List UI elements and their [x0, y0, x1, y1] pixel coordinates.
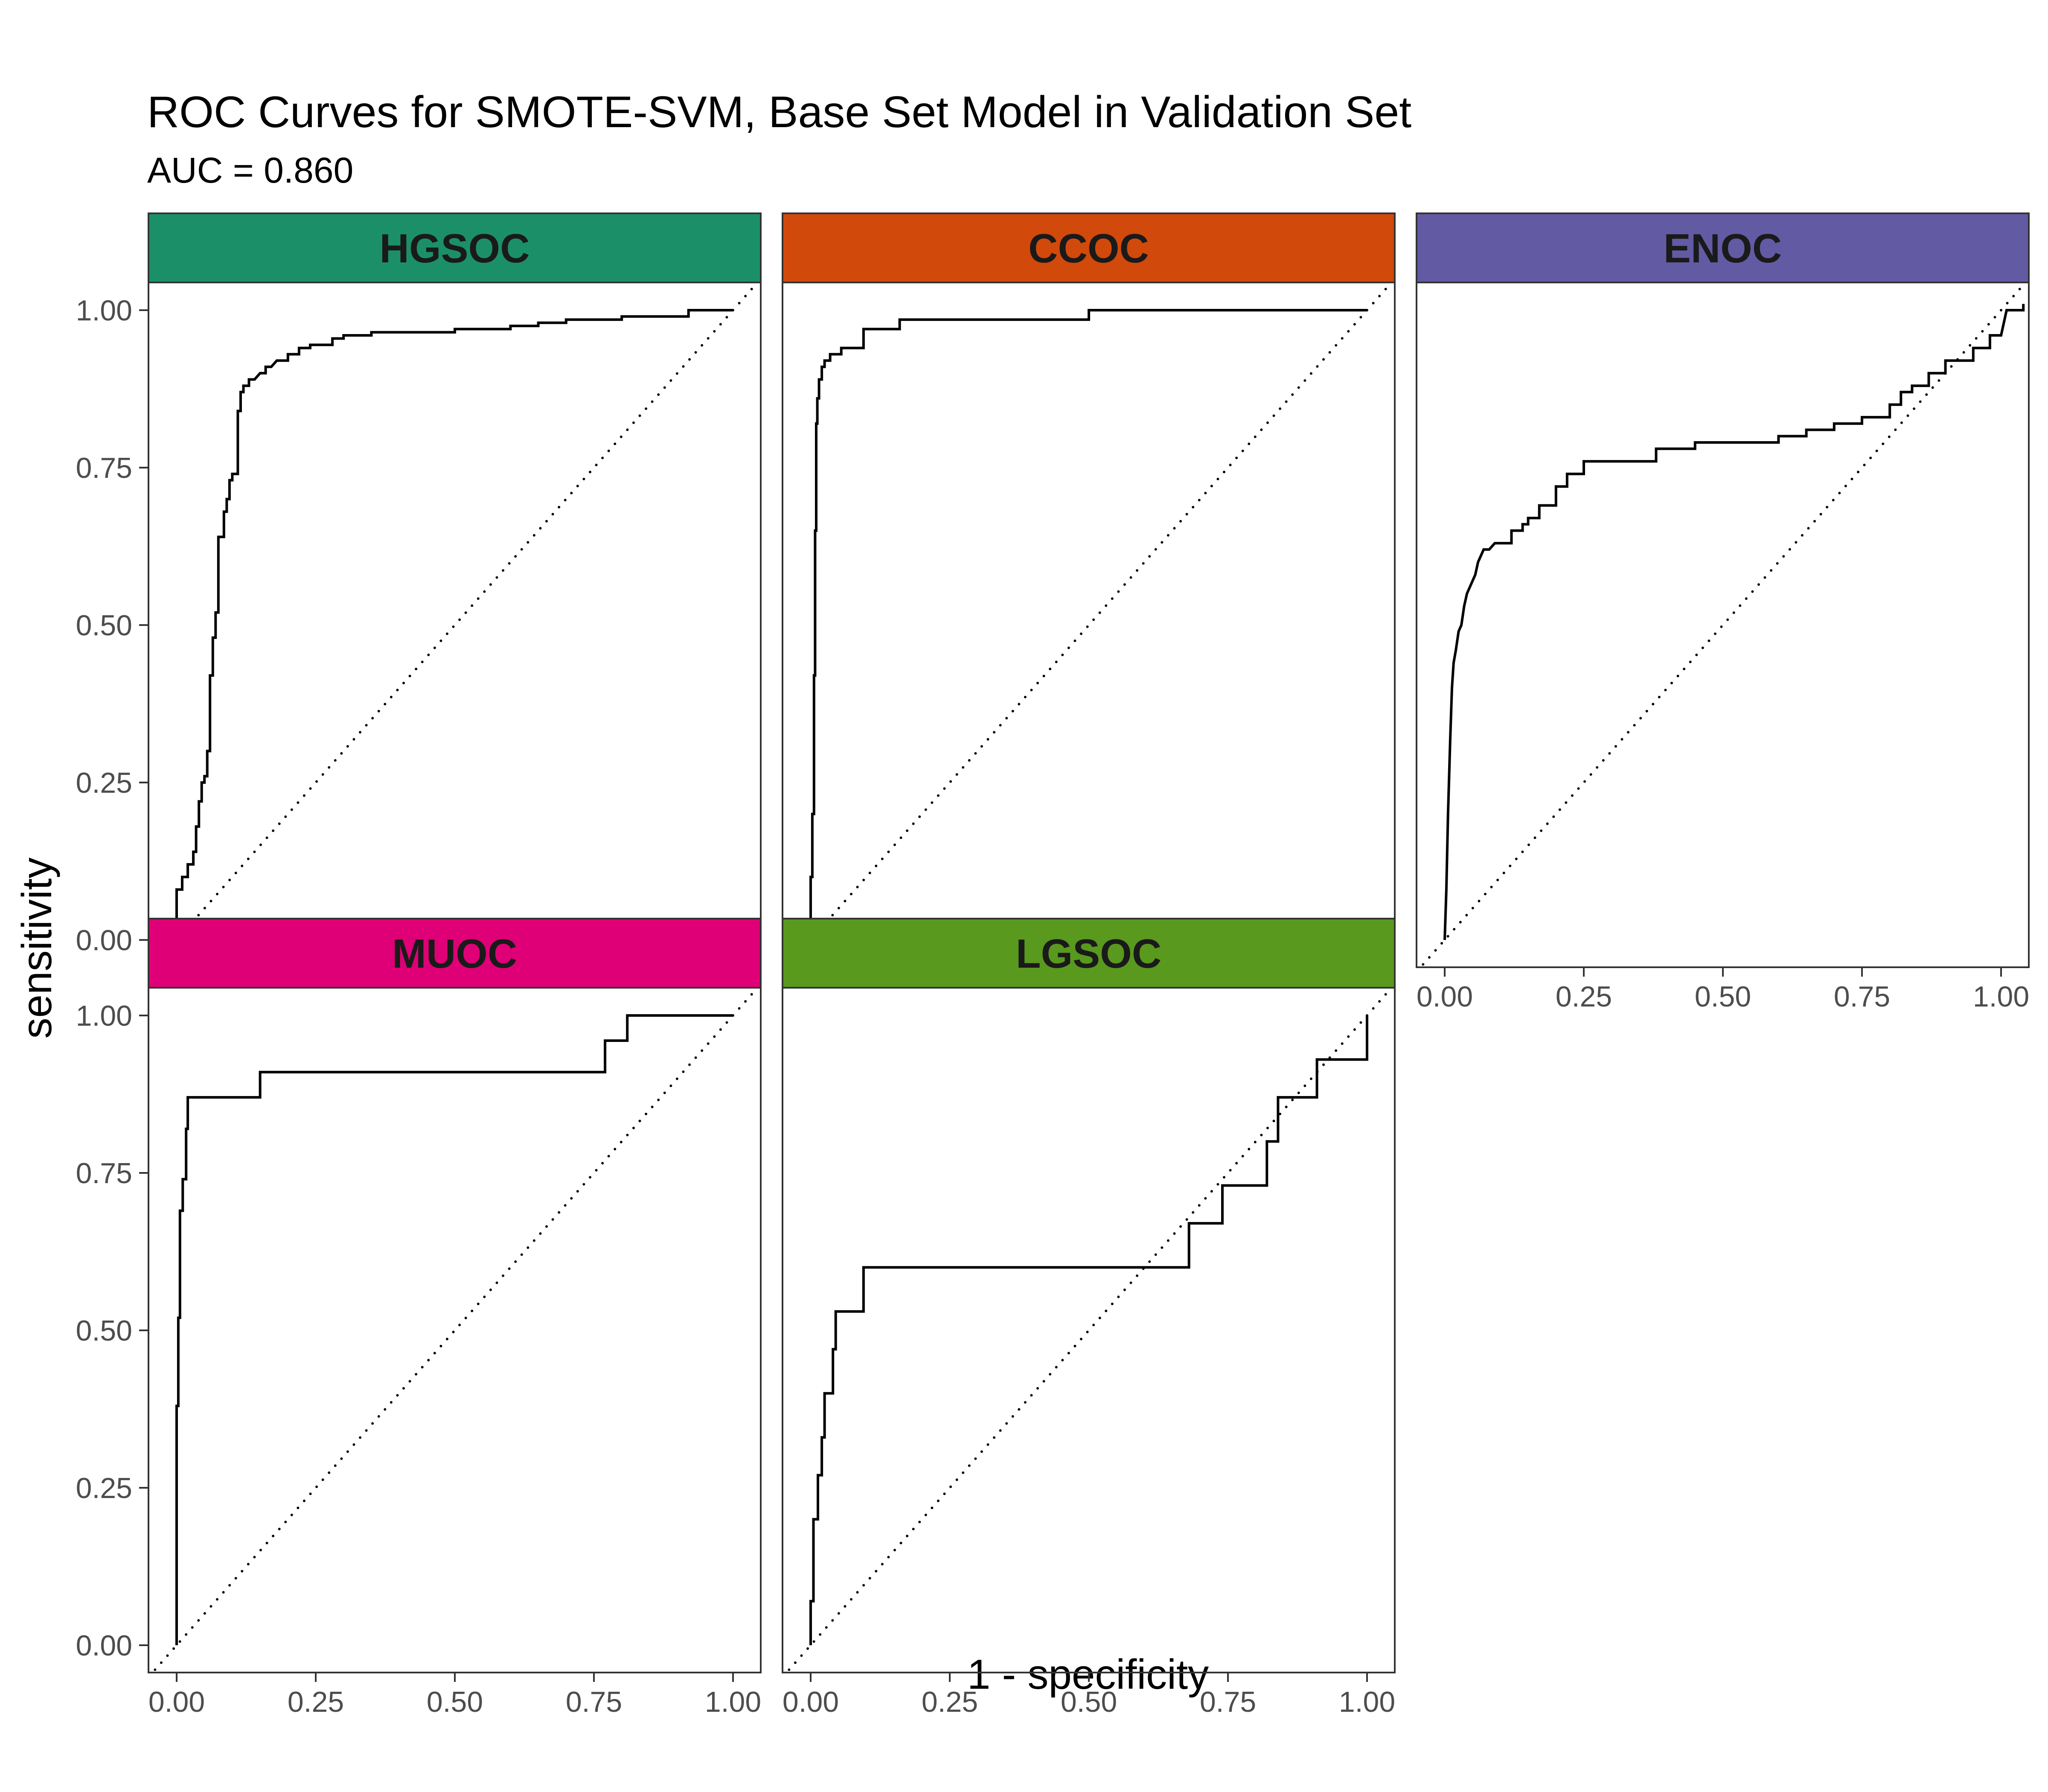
y-tick-label: 1.00 [76, 294, 132, 327]
strip-label-lgsoc: LGSOC [1016, 931, 1161, 977]
x-tick-label: 0.00 [783, 1686, 839, 1718]
panel-hgsoc: HGSOC 0.00 0.25 0.50 0.75 1.00 [76, 212, 762, 968]
reference-line-muoc [151, 988, 759, 1673]
x-tick-label: 0.75 [1834, 980, 1890, 1013]
panel-border-muoc [148, 987, 762, 1673]
x-tick-label: 1.00 [1339, 1686, 1395, 1718]
x-tick-label: 0.25 [922, 1686, 978, 1718]
panel-border-ccoc [782, 282, 1396, 968]
roc-curve-hgsoc [175, 309, 733, 940]
strip-label-muoc: MUOC [392, 931, 517, 977]
y-tick-label: 1.00 [76, 1000, 132, 1032]
strip-lgsoc [782, 918, 1396, 989]
y-tick-label: 0.50 [76, 609, 132, 642]
y-tick-label: 0.25 [76, 1472, 132, 1504]
y-axis-title: sensitivity [13, 858, 60, 1039]
y-tick-label: 0.75 [76, 452, 132, 484]
y-tick-label: 0.25 [76, 767, 132, 799]
x-tick-label: 0.25 [288, 1686, 344, 1718]
x-tick-label: 0.75 [566, 1686, 622, 1718]
chart-subtitle: AUC = 0.860 [147, 150, 353, 190]
x-tick-label: 0.75 [1200, 1686, 1256, 1718]
strip-hgsoc [148, 212, 762, 283]
roc-curve-lgsoc [809, 1015, 1368, 1645]
reference-line-enoc [1419, 282, 2028, 967]
reference-line-ccoc [785, 282, 1393, 967]
x-tick-label: 0.50 [1061, 1686, 1117, 1718]
panel-ccoc: CCOC [782, 212, 1396, 968]
roc-curve-enoc [1443, 304, 2025, 940]
roc-curve-muoc [175, 1014, 733, 1645]
x-tick-label: 0.00 [1417, 980, 1473, 1013]
y-tick-label: 0.00 [76, 1629, 132, 1662]
strip-label-ccoc: CCOC [1028, 226, 1149, 271]
panel-border-hgsoc [148, 282, 762, 968]
x-tick-label: 1.00 [705, 1686, 761, 1718]
chart-title: ROC Curves for SMOTE-SVM, Base Set Model… [147, 87, 1411, 137]
x-tick-label: 1.00 [1973, 980, 2029, 1013]
reference-line-hgsoc [151, 282, 759, 967]
y-tick-label: 0.50 [76, 1315, 132, 1347]
reference-line-lgsoc [785, 988, 1393, 1673]
strip-label-enoc: ENOC [1664, 226, 1782, 271]
y-tick-label: 0.00 [76, 924, 132, 957]
panel-border-lgsoc [782, 987, 1396, 1673]
y-tick-label: 0.75 [76, 1157, 132, 1190]
x-tick-label: 0.00 [148, 1686, 205, 1718]
strip-muoc [148, 918, 762, 989]
strip-label-hgsoc: HGSOC [379, 226, 529, 271]
panel-border-enoc [1416, 282, 2030, 968]
panel-muoc: MUOC 0.00 0.25 0.50 0.75 1.00 0.00 0.25 0.50 0.75… [76, 918, 762, 1718]
x-tick-label: 0.50 [1695, 980, 1751, 1013]
roc-curve-ccoc [809, 309, 1367, 940]
x-tick-label: 0.50 [427, 1686, 483, 1718]
panel-lgsoc: LGSOC 0.00 0.25 0.50 0.75 1.00 [782, 918, 1396, 1718]
x-tick-label: 0.25 [1556, 980, 1612, 1013]
panel-enoc: ENOC 0.00 0.25 0.50 0.75 1.00 [1416, 212, 2030, 1013]
facet-panels: HGSOC 0.00 0.25 0.50 0.75 1.00 CCOC ENOC 0.00 0.2… [76, 212, 2030, 1718]
